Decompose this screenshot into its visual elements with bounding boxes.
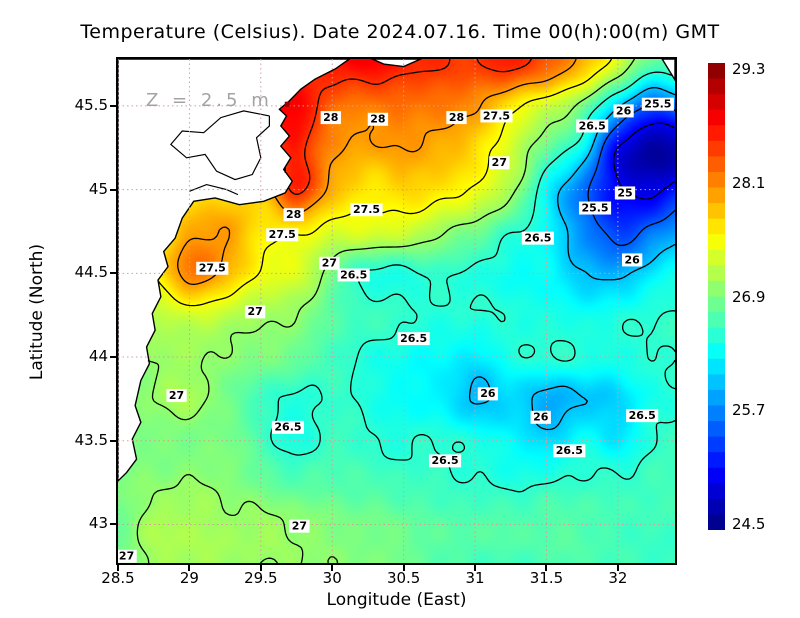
x-axis-tick (259, 565, 262, 571)
y-tick-label: 45.5 (74, 95, 108, 114)
x-axis-tick (188, 565, 191, 571)
colorbar-tick-label: 25.7 (732, 401, 766, 420)
x-tick-label: 29 (179, 569, 199, 587)
x-axis-tick (474, 565, 477, 571)
x-axis-tick (616, 565, 619, 571)
colorbar-tick-label: 24.5 (732, 515, 766, 534)
y-axis-tick (110, 356, 116, 359)
y-axis-tick (110, 272, 116, 275)
x-axis-tick (117, 565, 119, 571)
x-axis-title: Longitude (East) (326, 590, 467, 610)
x-tick-label: 30.5 (386, 569, 421, 587)
y-axis-tick (110, 188, 116, 191)
x-tick-label: 31 (465, 569, 485, 587)
x-tick-label: 29.5 (244, 569, 278, 587)
x-tick-label: 28.5 (101, 569, 135, 587)
x-axis-tick (402, 565, 405, 571)
x-tick-label: 30 (322, 569, 342, 587)
x-tick-label: 32 (608, 569, 628, 587)
y-tick-label: 43 (88, 514, 108, 533)
y-axis-title: Latitude (North) (27, 243, 47, 381)
y-axis-tick (110, 523, 116, 526)
x-axis-tick (331, 565, 334, 571)
colorbar-tick-label: 28.1 (732, 173, 766, 192)
temperature-map-canvas (118, 59, 675, 563)
y-axis-tick (110, 439, 116, 442)
y-tick-label: 44 (88, 347, 108, 366)
depth-annotation: Z = 2.5 m (146, 90, 273, 111)
colorbar (708, 63, 725, 530)
x-axis-tick (545, 565, 548, 571)
y-tick-label: 45 (88, 179, 108, 198)
y-tick-label: 43.5 (74, 430, 108, 449)
colorbar-tick-label: 29.3 (732, 59, 766, 78)
plot-border (116, 57, 677, 565)
colorbar-tick-label: 26.9 (732, 287, 766, 306)
y-tick-label: 44.5 (74, 263, 108, 282)
y-axis-tick (110, 104, 116, 107)
x-tick-label: 31.5 (529, 569, 564, 587)
chart-title: Temperature (Celsius). Date 2024.07.16. … (80, 21, 720, 43)
